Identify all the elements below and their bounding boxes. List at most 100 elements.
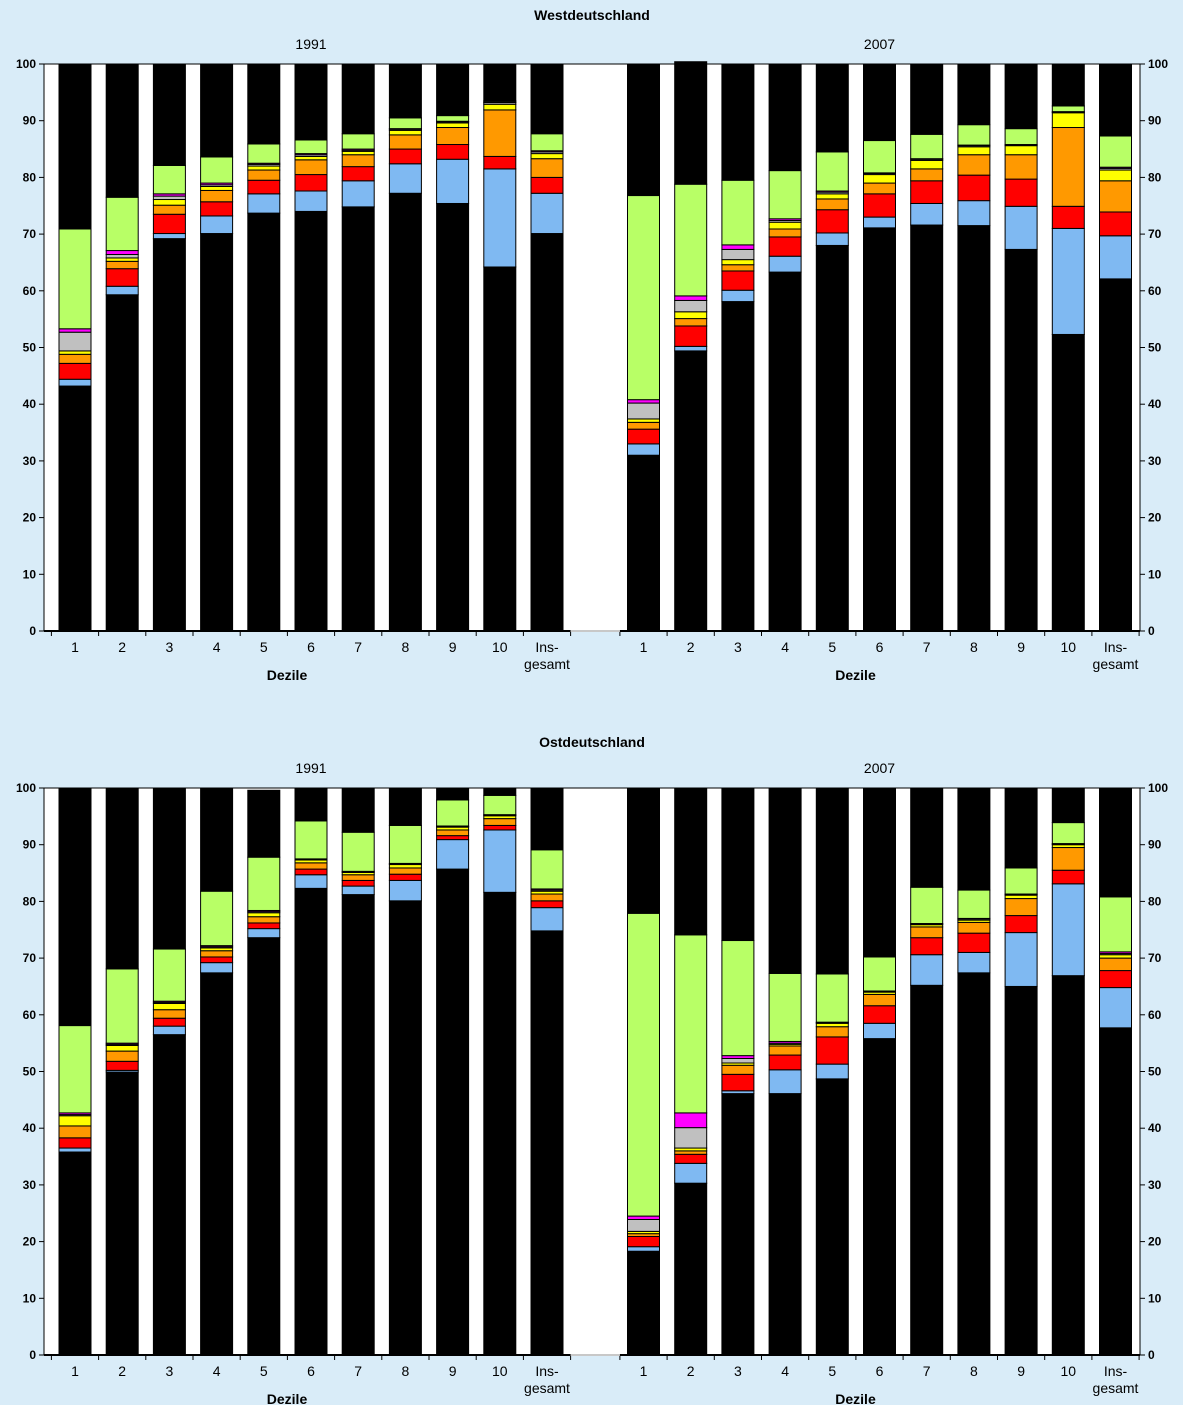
y-tick-label-right: 20 (1148, 1235, 1162, 1249)
category-label: 8 (402, 1363, 410, 1379)
y-tick-label-right: 40 (1148, 1121, 1162, 1135)
category-label: 3 (734, 1363, 742, 1379)
bar-segment (768, 236, 802, 257)
bar-segment (1004, 898, 1038, 917)
bar-segment (105, 254, 139, 259)
y-tick-label-left: 20 (23, 511, 37, 525)
bar-segment (910, 168, 944, 182)
bar-segment (768, 1069, 802, 1095)
bar-segment (815, 1036, 849, 1065)
bar-segment (910, 159, 944, 170)
bar-segment (910, 937, 944, 956)
y-tick-label-right: 80 (1148, 170, 1162, 184)
bar-segment (627, 63, 660, 197)
bar-segment (863, 227, 896, 632)
bar-segment (388, 148, 422, 165)
bar-segment (58, 1147, 92, 1153)
bar-segment (247, 169, 281, 181)
bar-segment (200, 185, 234, 191)
bar-segment (674, 787, 708, 936)
category-label: 7 (923, 1363, 931, 1379)
bar-segment (674, 1112, 708, 1129)
bar-segment (1051, 205, 1085, 229)
bar-segment (152, 1002, 186, 1011)
bar-segment (105, 196, 139, 252)
bar-segment (863, 1005, 896, 1024)
category-label-line: Ins- (535, 639, 559, 655)
bar-segment (1004, 178, 1038, 207)
bar-segment (863, 787, 896, 958)
bar-segment (388, 867, 422, 875)
bar-segment (957, 225, 991, 632)
bar-segment (530, 176, 564, 194)
y-tick-label-left: 80 (23, 170, 37, 184)
bar-segment (152, 233, 186, 240)
y-tick-label-right: 70 (1148, 951, 1162, 965)
y-tick-label-right: 70 (1148, 227, 1162, 241)
bar-segment (105, 1060, 139, 1071)
bar-segment (674, 934, 708, 1114)
bar-segment (247, 928, 281, 939)
panel-label: 1991 (295, 36, 326, 52)
bar-segment (1051, 869, 1085, 885)
bar-segment (627, 443, 660, 456)
bar-segment (436, 787, 470, 801)
bar-segment (200, 956, 234, 964)
bar-segment (152, 948, 186, 1002)
y-tick-label-right: 90 (1148, 114, 1162, 128)
bar-segment (58, 350, 92, 355)
bar-segment (341, 874, 375, 881)
bar-segment (674, 1127, 708, 1149)
category-label: 5 (828, 1363, 836, 1379)
bar-segment (721, 63, 755, 181)
category-label: 7 (923, 639, 931, 655)
bar-segment (1051, 112, 1085, 129)
bar-segment (105, 787, 139, 970)
bar-segment (1099, 987, 1132, 1029)
bar-segment (627, 787, 660, 914)
category-label: 5 (260, 639, 268, 655)
bar-segment (721, 179, 755, 246)
bar-segment (436, 868, 470, 1356)
category-label: 2 (118, 639, 126, 655)
panel-label: 2007 (864, 36, 895, 52)
bar-segment (105, 968, 139, 1044)
bar-segment (247, 789, 281, 858)
bar-segment (863, 63, 896, 142)
bar-segment (436, 835, 470, 841)
bar-segment (674, 318, 708, 327)
category-label: 1 (71, 1363, 79, 1379)
bar-segment (1099, 235, 1132, 280)
bar-segment (388, 873, 422, 881)
bar-segment (341, 894, 375, 1356)
bar-segment (530, 849, 564, 890)
category-label-line: gesamt (524, 656, 570, 672)
bar-segment (200, 189, 234, 203)
bar-segment (1004, 894, 1038, 900)
bar-segment (815, 1063, 849, 1080)
bar-segment (530, 153, 564, 160)
bar-segment (768, 271, 802, 632)
bar-segment (530, 158, 564, 178)
bar-segment (388, 787, 422, 826)
bar-segment (294, 139, 328, 155)
bar-segment (957, 921, 991, 934)
bar-segment (1004, 985, 1038, 1356)
bar-segment (105, 294, 139, 632)
bar-segment (1004, 128, 1038, 146)
y-tick-label-right: 90 (1148, 838, 1162, 852)
y-tick-label-left: 30 (23, 1178, 37, 1192)
category-label: 10 (492, 639, 508, 655)
bar-segment (483, 829, 517, 893)
bar-segment (768, 1093, 802, 1356)
bar-segment (294, 155, 328, 161)
bar-segment (1004, 154, 1038, 180)
bar-segment (627, 912, 660, 1217)
category-label: 2 (687, 639, 695, 655)
bar-segment (436, 122, 470, 129)
bar-segment (247, 922, 281, 930)
bar-segment (530, 133, 564, 152)
bar-segment (815, 209, 849, 234)
bar-segment (58, 353, 92, 364)
bar-segment (1099, 896, 1132, 953)
